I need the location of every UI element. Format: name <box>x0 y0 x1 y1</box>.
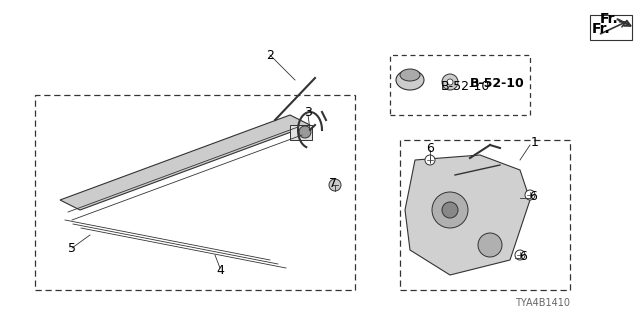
Ellipse shape <box>400 69 420 81</box>
Circle shape <box>442 202 458 218</box>
Text: TYA4B1410: TYA4B1410 <box>515 298 570 308</box>
Polygon shape <box>60 115 310 210</box>
Text: B-52-10: B-52-10 <box>470 76 525 90</box>
Circle shape <box>299 126 311 138</box>
Text: Fr.: Fr. <box>592 22 611 36</box>
Text: 7: 7 <box>329 177 337 189</box>
Text: 6: 6 <box>529 190 537 204</box>
Circle shape <box>515 250 525 260</box>
Text: B-52-10: B-52-10 <box>440 79 490 92</box>
Bar <box>35 95 355 290</box>
Circle shape <box>447 79 453 85</box>
Polygon shape <box>405 155 530 275</box>
Circle shape <box>442 74 458 90</box>
Text: 3: 3 <box>304 106 312 118</box>
Text: 4: 4 <box>216 263 224 276</box>
Bar <box>390 55 530 115</box>
Bar <box>400 140 570 290</box>
Bar <box>290 125 312 140</box>
Text: Fr.: Fr. <box>600 12 619 26</box>
Text: 1: 1 <box>531 135 539 148</box>
Bar <box>590 15 632 40</box>
Circle shape <box>525 190 535 200</box>
Circle shape <box>329 179 341 191</box>
Circle shape <box>478 233 502 257</box>
Circle shape <box>425 155 435 165</box>
Ellipse shape <box>396 70 424 90</box>
Text: 5: 5 <box>68 242 76 254</box>
Text: 2: 2 <box>266 49 274 61</box>
Circle shape <box>432 192 468 228</box>
Text: 6: 6 <box>426 141 434 155</box>
Text: 6: 6 <box>519 251 527 263</box>
